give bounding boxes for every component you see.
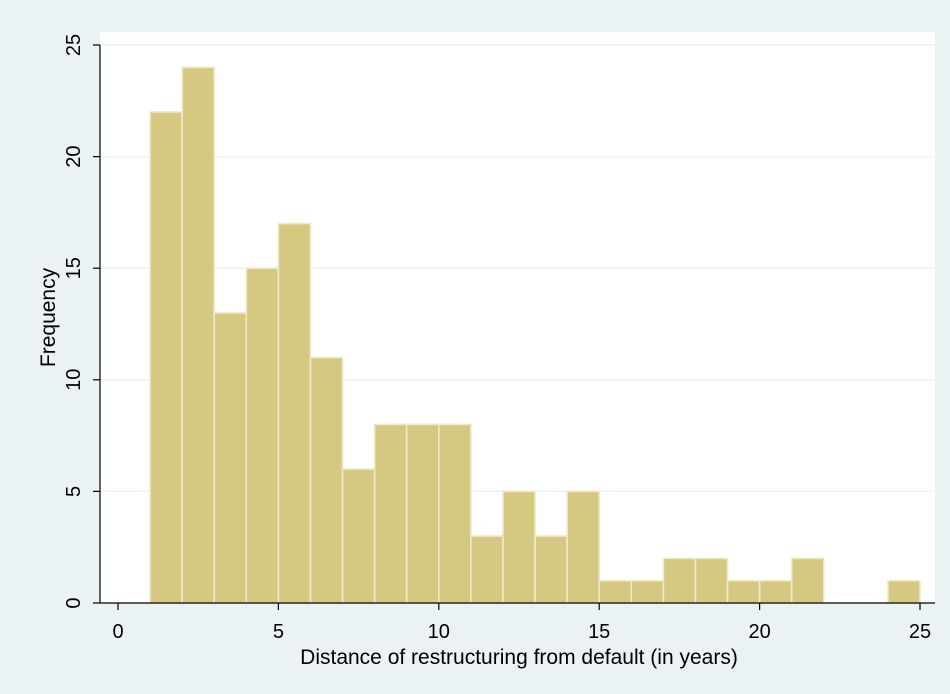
histogram-bar-13 [566, 490, 600, 604]
histogram-bar-12 [534, 535, 568, 604]
y-axis-title: Frequency [37, 267, 60, 367]
x-tick-label-5: 5 [273, 621, 284, 643]
histogram-bar-0 [149, 111, 183, 604]
histogram-bar-9 [437, 423, 472, 604]
y-tick-label-25: 25 [63, 34, 85, 56]
histogram-bar-10 [470, 535, 504, 604]
histogram-bar-19 [758, 579, 793, 604]
y-tick-label-15: 15 [63, 257, 85, 279]
y-tick-label-20: 20 [63, 145, 85, 167]
histogram-bar-20 [790, 557, 825, 604]
histogram-bar-16 [662, 557, 697, 604]
x-tick-label-20: 20 [748, 621, 770, 643]
histogram-bar-15 [630, 579, 665, 604]
histogram-bar-14 [598, 579, 633, 604]
y-tick-label-0: 0 [63, 597, 85, 608]
histogram-bar-21 [887, 579, 921, 604]
histogram-bars [149, 66, 921, 604]
histogram-bar-11 [502, 490, 536, 604]
histogram-bar-18 [726, 579, 761, 604]
x-tick-label-10: 10 [428, 621, 450, 643]
histogram-bar-1 [181, 66, 216, 604]
histogram-bar-7 [373, 423, 408, 604]
y-tick-label-5: 5 [63, 486, 85, 497]
axes: 0 5 10 15 20 25 0 5 10 15 20 25 [63, 34, 935, 643]
histogram-bar-3 [245, 267, 280, 604]
x-tick-label-15: 15 [588, 621, 610, 643]
histogram-bar-6 [341, 468, 376, 604]
x-tick-label-25: 25 [909, 621, 931, 643]
histogram-bar-2 [213, 312, 248, 604]
x-tick-label-0: 0 [112, 621, 123, 643]
x-axis-title: Distance of restructuring from default (… [300, 646, 738, 669]
histogram-bar-8 [405, 423, 440, 604]
histogram-bar-17 [694, 557, 729, 604]
y-tick-label-10: 10 [63, 369, 85, 391]
histogram-bar-4 [277, 222, 312, 604]
histogram-bar-5 [309, 356, 344, 604]
